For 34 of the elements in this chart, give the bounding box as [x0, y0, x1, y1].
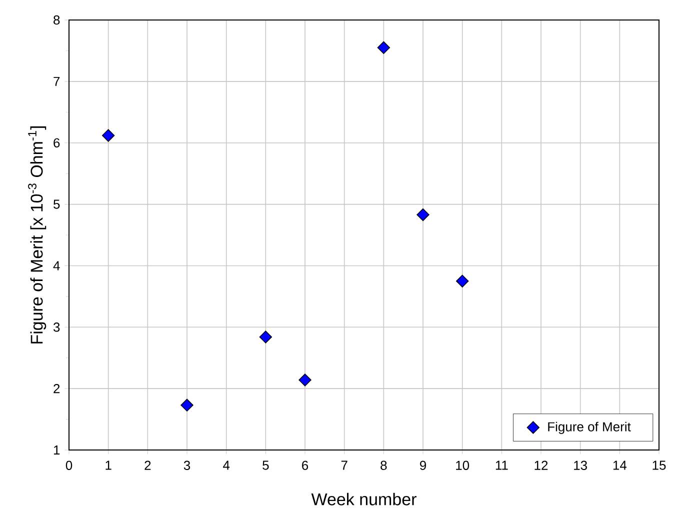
x-tick-label: 12: [534, 460, 548, 470]
x-tick-label: 1: [106, 460, 112, 470]
legend-label: Figure of Merit: [548, 422, 631, 434]
x-tick-label: 6: [302, 460, 308, 470]
point: [259, 330, 272, 344]
y-tick-label: 7: [54, 76, 60, 86]
x-tick-label: 4: [223, 460, 230, 470]
y-tick-label: 2: [54, 384, 60, 394]
point: [102, 129, 115, 142]
y-tick-label: 6: [54, 138, 60, 148]
x-tick-label: 3: [184, 460, 190, 470]
y-tick-label: 4: [53, 261, 60, 270]
x-tick-label: 8: [380, 460, 387, 470]
y-axis-title: Figure of Merit [x 10$^{-3}$ Ohm$^{-1}$]: [28, 126, 46, 344]
point: [456, 274, 469, 288]
point: [377, 41, 390, 54]
x-tick-label: 13: [574, 460, 587, 470]
point: [298, 374, 312, 386]
point: [416, 208, 430, 222]
point: [180, 398, 194, 412]
x-tick-label: 0: [66, 460, 72, 470]
y-tick-label: 5: [54, 200, 60, 209]
x-tick-label: 9: [420, 460, 426, 470]
y-tick-label: 3: [53, 322, 60, 332]
y-tick-label: 1: [54, 446, 60, 454]
x-axis-title: Week number: [311, 492, 416, 506]
x-tick-label: 10: [456, 460, 470, 470]
x-tick-label: 2: [144, 460, 151, 470]
x-tick-label: 7: [341, 460, 348, 470]
x-tick-label: 15: [652, 460, 666, 470]
x-tick-label: 11: [496, 460, 508, 470]
x-tick-label: 5: [262, 460, 269, 470]
y-tick-label: 8: [54, 15, 60, 25]
x-tick-label: 14: [613, 460, 627, 470]
